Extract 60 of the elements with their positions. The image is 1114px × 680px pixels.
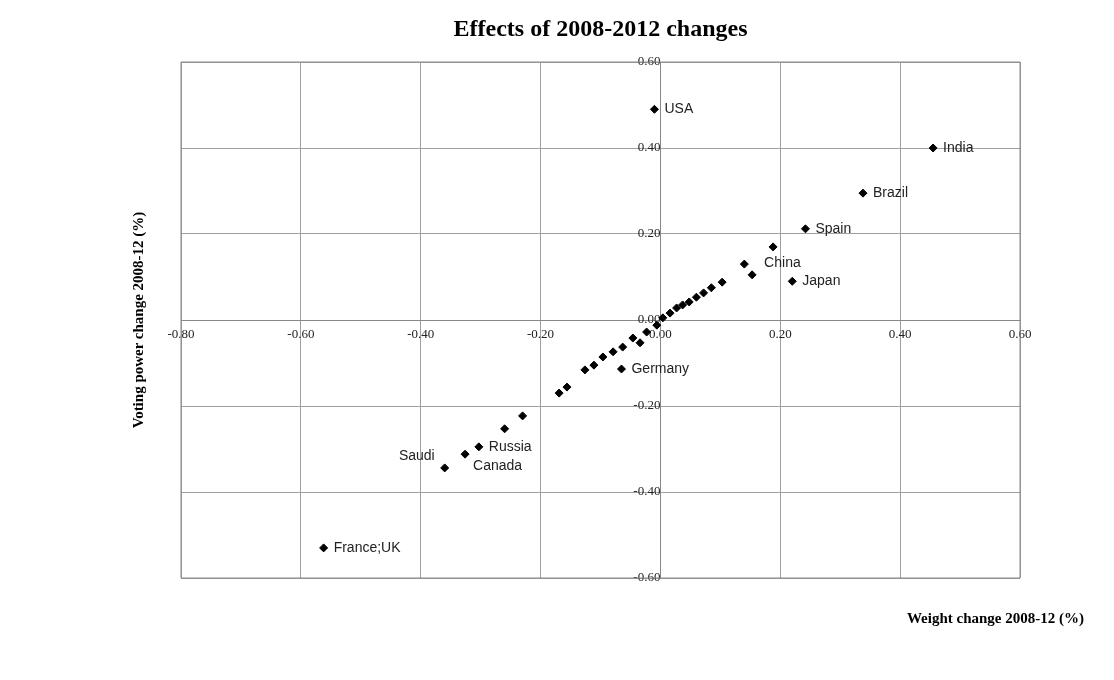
point [717, 277, 727, 287]
point [628, 333, 638, 343]
y-axis-title: Voting power change 2008-12 (%) [130, 211, 148, 429]
point [474, 442, 484, 452]
point [635, 338, 645, 348]
point [460, 449, 470, 459]
x-axis-title: Weight change 2008-12 (%) [906, 610, 1084, 628]
point [608, 347, 618, 357]
annotation: Japan [802, 272, 841, 289]
annotation: Russia [488, 437, 532, 454]
x-tick-label: 0.60 [1008, 326, 1032, 342]
point [500, 424, 510, 434]
x-tick-label: -0.40 [407, 326, 435, 342]
point [672, 303, 682, 313]
point [554, 388, 564, 398]
point [440, 463, 450, 473]
point [562, 382, 572, 392]
annotation: Germany [631, 359, 690, 376]
annotation: Canada [473, 457, 523, 474]
annotation: Brazil [872, 184, 908, 201]
point [580, 365, 590, 375]
point [518, 411, 528, 421]
point [319, 543, 329, 553]
x-tick-label: 0.00 [649, 326, 672, 342]
y-tick-label: -0.40 [633, 483, 661, 499]
y-tick-label: 0.00 [637, 311, 661, 327]
x-tick-label: -0.20 [527, 326, 555, 342]
point [768, 242, 778, 252]
point [739, 259, 749, 269]
y-tick-label: 0.40 [637, 139, 661, 155]
point [678, 300, 688, 310]
point [616, 364, 626, 374]
x-tick-label: 0.20 [768, 326, 792, 342]
point [598, 352, 608, 362]
annotation: Spain [815, 219, 852, 236]
point [684, 297, 694, 307]
point [800, 224, 810, 234]
chart-title: Effects of 2008-2012 changes [453, 15, 748, 42]
point [649, 104, 659, 114]
x-tick-label: -0.80 [167, 326, 195, 342]
y-tick-label: 0.60 [637, 53, 661, 69]
point [747, 270, 757, 280]
point [699, 288, 709, 298]
annotation: Saudi [398, 446, 435, 463]
point [858, 188, 868, 198]
point [589, 360, 599, 370]
annotation: USA [664, 100, 694, 117]
point [706, 283, 716, 293]
point [665, 308, 675, 318]
annotation: China [764, 253, 801, 270]
point [618, 342, 628, 352]
x-tick-label: 0.40 [888, 326, 912, 342]
x-tick-label: -0.60 [287, 326, 315, 342]
y-tick-label: 0.20 [637, 225, 661, 241]
point [787, 276, 797, 286]
annotation: France;UK [333, 538, 402, 555]
point [928, 143, 938, 153]
annotation: India [943, 138, 974, 155]
y-tick-label: -0.20 [633, 397, 661, 413]
point [691, 292, 701, 302]
